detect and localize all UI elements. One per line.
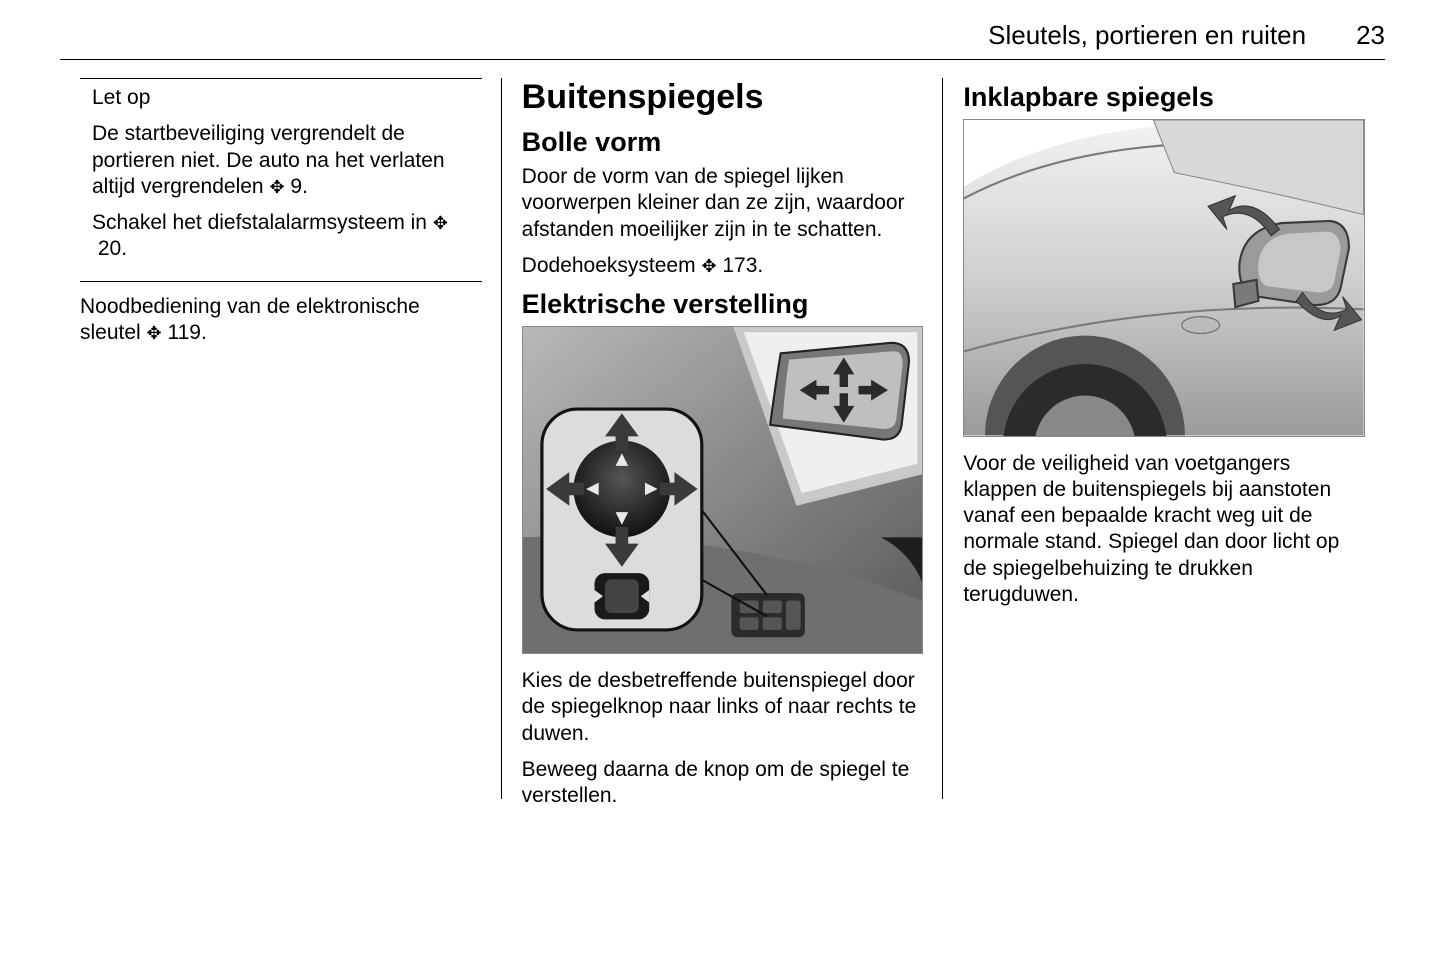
mirror-adjust-illustration: [522, 326, 924, 654]
crossref-icon: ✥: [269, 176, 284, 199]
col3-heading-2: Inklapbare spiegels: [963, 82, 1365, 113]
notice-p1-text: De startbeveiliging vergrendelt de porti…: [92, 122, 445, 198]
col2-paragraph-3: Kies de desbetreffende buitenspiegel doo…: [522, 668, 924, 747]
page-number: 23: [1356, 20, 1385, 51]
crossref-icon: ✥: [147, 322, 162, 345]
notice-heading: Let op: [92, 85, 470, 111]
notice-p1-ref: 9: [290, 175, 302, 198]
col2-heading-2b: Elektrische verstelling: [522, 289, 924, 320]
col2-paragraph-1: Door de vorm van de spiegel lijken voorw…: [522, 164, 924, 243]
folding-mirror-illustration: [963, 119, 1365, 437]
column-2: Buitenspiegels Bolle vorm Door de vorm v…: [502, 78, 944, 819]
notice-box: Let op De startbeveiliging vergrendelt d…: [80, 78, 482, 282]
col2-heading-1: Buitenspiegels: [522, 78, 924, 117]
notice-p2-text: Schakel het diefstalalarmsysteem in: [92, 211, 433, 234]
col2-heading-2a: Bolle vorm: [522, 127, 924, 158]
chapter-title: Sleutels, portieren en ruiten: [988, 20, 1306, 51]
page-header: Sleutels, portieren en ruiten 23: [60, 20, 1385, 60]
content-columns: Let op De startbeveiliging vergrendelt d…: [60, 78, 1385, 819]
column-3: Inklapbare spiegels: [943, 78, 1385, 819]
col2-paragraph-4: Beweeg daarna de knop om de spiegel te v…: [522, 757, 924, 810]
col2-p2-text: Dodehoeksysteem: [522, 254, 702, 277]
col1-p3-text: Noodbediening van de elektronische sleut…: [80, 295, 420, 344]
col2-p2-ref: 173: [722, 254, 757, 277]
notice-paragraph-1: De startbeveiliging vergrendelt de porti…: [92, 121, 470, 200]
crossref-icon: ✥: [433, 212, 448, 235]
crossref-icon: ✥: [701, 255, 716, 278]
notice-p2-ref: 20: [98, 237, 121, 260]
notice-paragraph-2: Schakel het diefstalalarmsysteem in ✥ 20…: [92, 210, 470, 263]
column-1: Let op De startbeveiliging vergrendelt d…: [60, 78, 502, 819]
col1-p3-ref: 119: [167, 321, 200, 344]
col1-paragraph-3: Noodbediening van de elektronische sleut…: [80, 294, 482, 347]
col2-paragraph-2: Dodehoeksysteem ✥ 173.: [522, 253, 924, 279]
col3-paragraph-1: Voor de veiligheid van voetgangers klapp…: [963, 451, 1365, 609]
